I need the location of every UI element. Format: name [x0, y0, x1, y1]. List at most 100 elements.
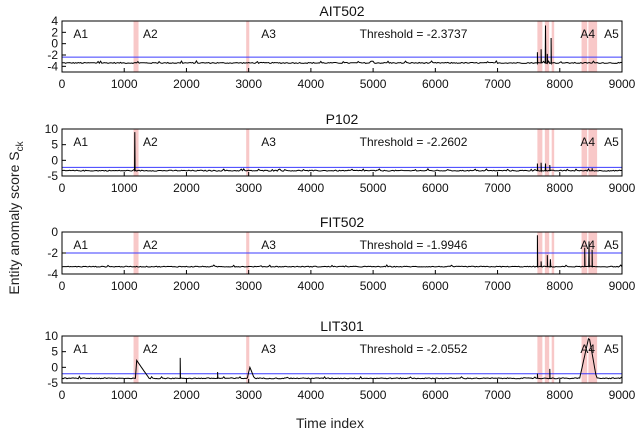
attack-label: A4: [580, 342, 595, 356]
attack-label: A2: [143, 27, 158, 41]
x-tick-label: 5000: [360, 279, 387, 293]
attack-region: [581, 336, 588, 383]
axes-frame: [61, 335, 623, 384]
y-tick-label: -5: [47, 376, 58, 390]
attack-label: A2: [143, 342, 158, 356]
series-line: [61, 338, 623, 380]
x-tick-label: 5000: [360, 181, 387, 195]
x-tick-label: 8000: [546, 279, 573, 293]
attack-region: [133, 129, 139, 176]
axes-frame: [61, 20, 623, 73]
x-tick-label: 1000: [111, 279, 138, 293]
x-tick-label: 0: [59, 77, 66, 91]
attack-region: [246, 129, 250, 176]
y-axis-label-main: Entity anomaly score S: [6, 151, 22, 294]
x-tick-label: 8000: [546, 181, 573, 195]
attack-region: [544, 336, 550, 383]
x-tick-label: 3000: [235, 77, 262, 91]
attack-region: [133, 336, 139, 383]
attack-label: A5: [604, 342, 619, 356]
y-tick-label: 0: [51, 360, 58, 374]
x-tick-label: 7000: [484, 279, 511, 293]
panel-title: FIT502: [320, 214, 365, 230]
x-tick-label: 0: [59, 181, 66, 195]
panel-title: LIT301: [320, 318, 364, 334]
threshold-label: Threshold = -2.0552: [360, 342, 468, 356]
x-tick-label: 9000: [609, 77, 636, 91]
threshold-label: Threshold = -1.9946: [360, 238, 468, 252]
x-tick-label: 9000: [609, 279, 636, 293]
y-tick-label: 4: [51, 14, 58, 28]
x-tick-label: 7000: [484, 181, 511, 195]
attack-label: A3: [261, 27, 276, 41]
attack-region: [537, 21, 543, 72]
x-tick-label: 3000: [235, 181, 262, 195]
attack-region: [246, 336, 250, 383]
x-tick-label: 4000: [298, 181, 325, 195]
attack-label: A4: [580, 238, 595, 252]
y-tick-label: -5: [47, 169, 58, 183]
y-tick-label: 10: [45, 329, 59, 343]
x-tick-label: 6000: [422, 388, 449, 402]
series-line: [62, 25, 623, 66]
series-line: [61, 235, 623, 268]
x-tick-label: 8000: [546, 77, 573, 91]
x-tick-label: 0: [59, 279, 66, 293]
attack-region: [537, 336, 543, 383]
x-tick-label: 0: [59, 388, 66, 402]
y-tick-label: -2: [47, 246, 58, 260]
attack-region: [133, 21, 139, 72]
attack-label: A1: [73, 342, 88, 356]
x-tick-label: 5000: [360, 388, 387, 402]
x-tick-label: 6000: [422, 77, 449, 91]
threshold-label: Threshold = -2.2602: [360, 135, 468, 149]
x-tick-label: 2000: [173, 279, 200, 293]
y-tick-label: 2: [51, 25, 58, 39]
axes-frame: [61, 128, 623, 177]
attack-region: [537, 129, 543, 176]
panel-title: P102: [326, 111, 359, 127]
x-tick-label: 6000: [422, 279, 449, 293]
panel-title: AIT502: [319, 3, 364, 19]
x-tick-label: 5000: [360, 77, 387, 91]
x-tick-label: 3000: [235, 388, 262, 402]
x-tick-label: 1000: [111, 77, 138, 91]
attack-region: [588, 129, 598, 176]
attack-label: A5: [604, 135, 619, 149]
attack-label: A1: [73, 27, 88, 41]
attack-region: [581, 21, 588, 72]
attack-region: [246, 21, 250, 72]
attack-label: A3: [261, 135, 276, 149]
attack-label: A5: [604, 27, 619, 41]
x-tick-label: 7000: [484, 388, 511, 402]
y-tick-label: 0: [51, 153, 58, 167]
x-tick-label: 4000: [298, 77, 325, 91]
attack-label: A1: [73, 135, 88, 149]
y-tick-label: -2: [47, 48, 58, 62]
x-tick-label: 9000: [609, 388, 636, 402]
attack-region: [544, 129, 550, 176]
x-tick-label: 4000: [298, 279, 325, 293]
y-tick-label: 10: [45, 122, 59, 136]
attack-label: A5: [604, 238, 619, 252]
x-tick-label: 9000: [609, 181, 636, 195]
attack-label: A4: [580, 135, 595, 149]
x-tick-label: 1000: [111, 181, 138, 195]
threshold-label: Threshold = -2.3737: [360, 27, 468, 41]
attack-label: A4: [580, 27, 595, 41]
attack-label: A3: [261, 342, 276, 356]
x-tick-label: 6000: [422, 181, 449, 195]
attack-region: [551, 21, 555, 72]
x-tick-label: 8000: [546, 388, 573, 402]
x-tick-label: 3000: [235, 279, 262, 293]
y-tick-label: -4: [47, 267, 58, 281]
attack-region: [551, 336, 555, 383]
attack-label: A2: [143, 238, 158, 252]
y-tick-label: 5: [51, 345, 58, 359]
y-axis-label-group: Entity anomaly score Sck: [6, 140, 26, 294]
x-tick-label: 2000: [173, 77, 200, 91]
attack-region: [551, 129, 555, 176]
